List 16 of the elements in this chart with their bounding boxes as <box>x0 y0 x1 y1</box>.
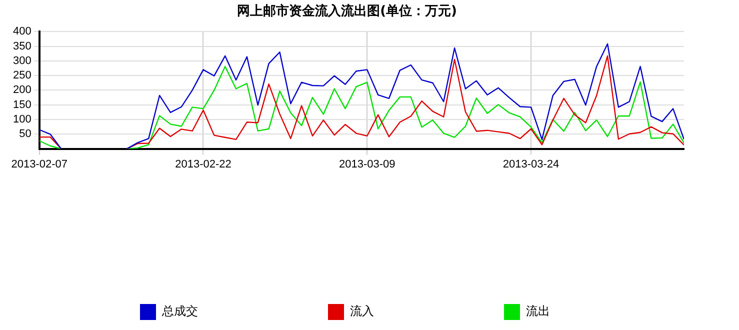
legend-label: 流入 <box>350 304 374 318</box>
y-tick-label: 200 <box>12 84 32 96</box>
y-tick-label: 300 <box>12 54 32 67</box>
y-tick-label: 50 <box>19 128 32 140</box>
y-tick-label: 250 <box>12 70 32 82</box>
x-tick-label: 2013-03-09 <box>339 158 396 170</box>
legend-label: 流出 <box>526 304 550 318</box>
x-tick-label: 2013-02-22 <box>175 158 232 170</box>
y-tick-label: 400 <box>12 26 32 38</box>
legend-label: 总成交 <box>161 304 198 318</box>
y-tick-label: 150 <box>12 98 32 111</box>
x-tick-label: 2013-02-07 <box>11 158 68 170</box>
y-tick-label: 350 <box>12 40 32 52</box>
chart-title: 网上邮市资金流入流出图(单位：万元) <box>237 3 457 20</box>
y-tick-label: 100 <box>12 114 32 126</box>
x-tick-label: 2013-03-24 <box>502 158 560 170</box>
